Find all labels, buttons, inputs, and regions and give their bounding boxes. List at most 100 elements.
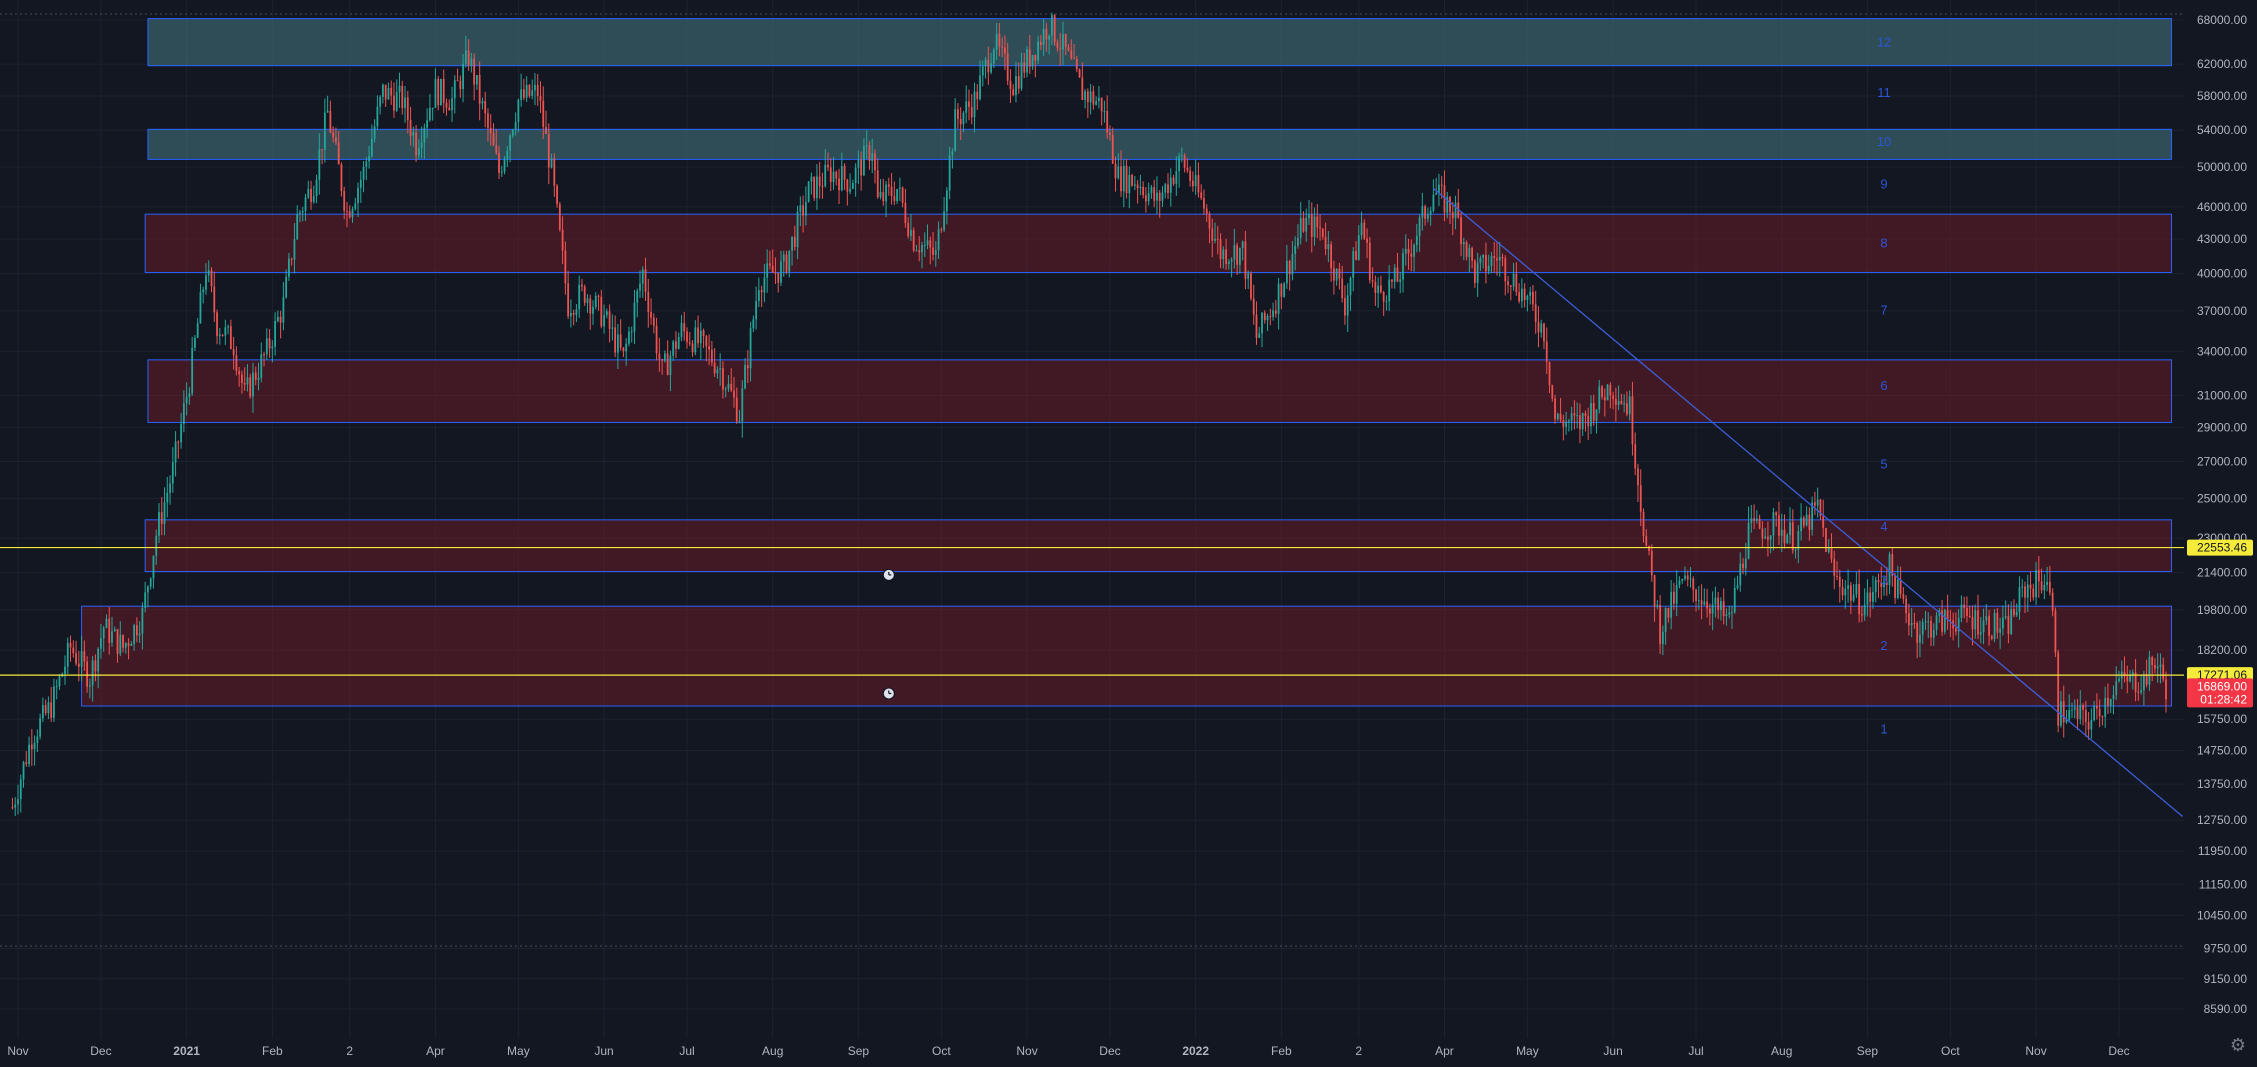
candle-down [1006, 53, 1009, 81]
candle-up [1844, 588, 1847, 596]
candle-up [1164, 184, 1167, 193]
candle-down [1742, 563, 1744, 569]
candle-down [1255, 314, 1258, 338]
candle-down [210, 270, 213, 287]
price-zone-1[interactable] [81, 605, 2173, 707]
candle-down [600, 296, 603, 327]
candle-up [506, 150, 509, 159]
candle-up [766, 263, 769, 278]
candle-down [1899, 579, 1902, 595]
chart-settings-icon[interactable]: ⚙ [2229, 1035, 2247, 1055]
candle-down [25, 762, 28, 765]
candle-down [1543, 323, 1545, 342]
trendline[interactable] [1432, 187, 2184, 817]
candle-down [1391, 279, 1393, 282]
candle-up [1999, 628, 2002, 633]
candle-up [1415, 235, 1418, 246]
candle-up [379, 96, 382, 107]
candle-down [72, 647, 75, 654]
candle-up [1520, 288, 1523, 302]
candle-up [191, 347, 194, 394]
candle-down [1396, 267, 1399, 282]
candle-down [1225, 249, 1227, 264]
candle-down [1891, 554, 1894, 576]
candle-down [1310, 214, 1313, 237]
candle-down [1601, 386, 1603, 397]
candle-down [893, 196, 896, 202]
candle-up [1388, 279, 1391, 302]
candle-up [138, 633, 141, 636]
candle-down [1244, 241, 1247, 279]
hline-price-badge-bg[interactable] [2187, 539, 2253, 556]
candle-up [628, 331, 630, 344]
candle-up [22, 762, 25, 780]
price-zone-8[interactable] [144, 213, 2173, 273]
candle-down [1833, 559, 1836, 576]
candle-up [984, 59, 987, 67]
candle-up [1786, 535, 1789, 544]
candle-up [1921, 622, 1924, 635]
candle-up [1755, 518, 1758, 521]
candle-up [362, 166, 365, 180]
price-zone-3[interactable] [144, 519, 2173, 573]
candle-up [923, 245, 926, 247]
candle-down [868, 145, 871, 162]
candle-up [782, 254, 785, 262]
candle-down [1053, 15, 1056, 43]
candle-down [335, 137, 337, 143]
candle-down [1374, 281, 1377, 293]
candle-down [1534, 304, 1537, 322]
candle-down [829, 167, 832, 183]
candle-down [619, 334, 622, 348]
candle-down [1460, 217, 1462, 245]
candle-up [1570, 413, 1573, 421]
candle-down [1819, 499, 1822, 517]
candle-up [1827, 547, 1830, 552]
candle-up [633, 302, 636, 332]
last-price-badge-bg[interactable] [2187, 678, 2253, 708]
candle-up [1247, 273, 1250, 279]
candle-up [1122, 165, 1125, 192]
candle-down [1075, 59, 1078, 70]
candle-down [1838, 576, 1841, 588]
candle-down [235, 355, 238, 371]
candle-down [445, 102, 448, 108]
candle-up [636, 290, 639, 303]
candle-down [1620, 400, 1623, 405]
candle-down [1717, 597, 1720, 610]
candle-up [185, 396, 188, 404]
candle-up [464, 50, 467, 64]
candle-down [1949, 619, 1952, 621]
candle-down [1523, 288, 1526, 301]
candle-down [492, 133, 495, 146]
candle-up [265, 338, 268, 355]
candle-down [539, 96, 542, 101]
candle-up [500, 171, 503, 173]
candle-up [1103, 111, 1106, 113]
candle-down [135, 625, 138, 636]
candle-up [2131, 672, 2134, 675]
candle-up [578, 284, 581, 310]
candle-up [1393, 267, 1396, 282]
candle-down [572, 313, 575, 315]
candle-down [1554, 398, 1556, 420]
candle-up [605, 311, 608, 316]
candle-up [1974, 610, 1977, 630]
price-zone-12[interactable] [147, 18, 2173, 67]
candle-down [1302, 218, 1305, 232]
candle-down [1775, 512, 1778, 516]
candle-up [1681, 578, 1684, 581]
candle-up [1910, 622, 1913, 626]
candle-down [622, 347, 625, 352]
candle-down [1211, 228, 1214, 241]
candle-down [50, 702, 53, 718]
price-zone-6[interactable] [147, 359, 2173, 423]
candle-down [771, 265, 774, 273]
candle-down [1064, 34, 1067, 48]
candle-up [1684, 575, 1686, 579]
price-zone-10[interactable] [147, 128, 2173, 160]
candle-down [1424, 206, 1427, 219]
candle-down [564, 250, 567, 284]
